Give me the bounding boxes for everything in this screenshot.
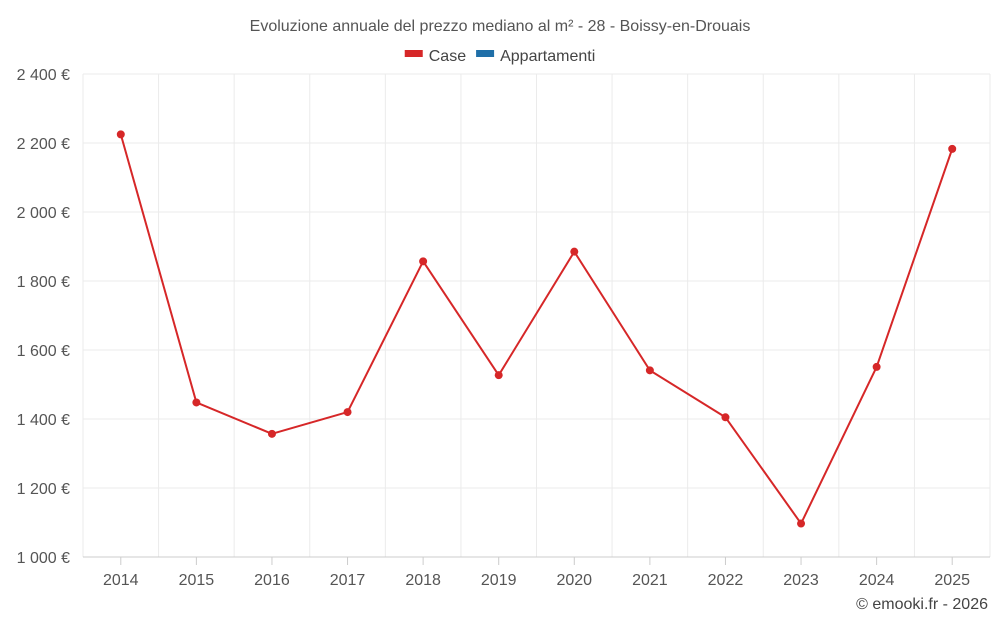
data-point[interactable] — [419, 257, 428, 266]
x-tick-label: 2024 — [859, 572, 895, 589]
x-tick-label: 2025 — [934, 572, 970, 589]
y-tick-label: 1 200 € — [17, 481, 70, 498]
legend: Case Appartamenti — [404, 48, 595, 65]
chart-title: Evoluzione annuale del prezzo mediano al… — [250, 18, 751, 35]
data-point[interactable] — [267, 429, 276, 438]
legend-swatch — [404, 50, 423, 57]
credit-text: © emooki.fr - 2026 — [856, 596, 988, 613]
data-point[interactable] — [192, 398, 201, 407]
grid — [82, 73, 991, 557]
y-tick-label: 1 000 € — [17, 550, 70, 567]
data-point[interactable] — [116, 130, 125, 139]
data-point[interactable] — [721, 413, 730, 422]
data-point[interactable] — [645, 366, 654, 375]
data-point[interactable] — [494, 371, 503, 380]
x-tick-label: 2022 — [708, 572, 744, 589]
y-tick-label: 2 000 € — [17, 205, 70, 222]
data-point[interactable] — [343, 408, 352, 417]
x-tick-label: 2023 — [783, 572, 819, 589]
x-tick-label: 2014 — [103, 572, 139, 589]
data-point[interactable] — [948, 144, 957, 153]
x-tick-label: 2020 — [556, 572, 592, 589]
series-layer — [116, 130, 957, 528]
data-point[interactable] — [570, 247, 579, 256]
x-tick-label: 2019 — [481, 572, 517, 589]
data-point[interactable] — [872, 362, 881, 371]
y-tick-label: 1 400 € — [17, 412, 70, 429]
x-tick-label: 2016 — [254, 572, 290, 589]
legend-item-case[interactable]: Case — [404, 48, 466, 65]
legend-label: Case — [429, 48, 466, 65]
x-tick-label: 2017 — [330, 572, 366, 589]
legend-label: Appartamenti — [500, 48, 595, 65]
data-point[interactable] — [797, 519, 806, 528]
y-tick-label: 1 600 € — [17, 343, 70, 360]
x-tick-label: 2015 — [179, 572, 215, 589]
legend-item-appartamenti[interactable]: Appartamenti — [476, 48, 595, 65]
axes: 1 000 € 1 200 € 1 400 € 1 600 € 1 800 € 2 000… — [17, 67, 990, 589]
series-line-case — [119, 134, 954, 525]
x-tick-label: 2021 — [632, 572, 668, 589]
y-tick-label: 1 800 € — [17, 274, 70, 291]
y-tick-label: 2 200 € — [17, 136, 70, 153]
legend-swatch — [476, 50, 495, 57]
y-tick-label: 2 400 € — [17, 67, 70, 84]
x-tick-label: 2018 — [405, 572, 441, 589]
